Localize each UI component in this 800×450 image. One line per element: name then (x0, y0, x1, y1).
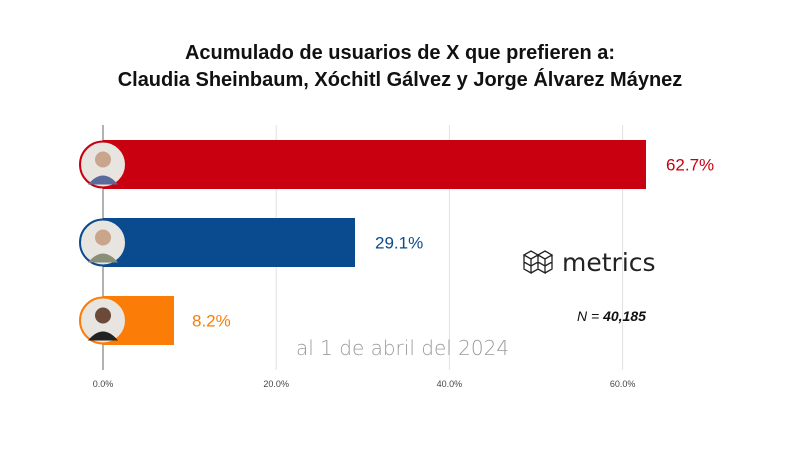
avatar-head-icon (95, 307, 111, 324)
x-tick-label: 40.0% (437, 379, 463, 389)
avatar-body-icon (88, 253, 118, 263)
bar (103, 218, 356, 267)
x-tick-label: 20.0% (263, 379, 289, 389)
value-label: 8.2% (192, 312, 231, 331)
avatar-body-icon (88, 331, 118, 341)
avatar-head-icon (95, 229, 111, 246)
x-tick-label: 60.0% (610, 379, 636, 389)
sample-size-label: N = (577, 308, 600, 324)
logo-text: metrics (562, 248, 656, 277)
chart-title-line-1: Acumulado de usuarios de X que prefieren… (184, 42, 616, 64)
sample-size-value: 40,185 (603, 308, 646, 324)
value-label: 62.7% (666, 156, 714, 175)
bar (103, 140, 646, 189)
chart-title-line-2: Claudia Sheinbaum, Xóchitl Gálvez y Jorg… (117, 69, 683, 91)
chart-title: Acumulado de usuarios de X que prefieren… (0, 40, 800, 94)
avatar-body-icon (88, 175, 118, 185)
metrics-logo: metrics (522, 248, 656, 277)
value-label: 29.1% (375, 234, 423, 253)
x-tick-label: 0.0% (93, 379, 114, 389)
sample-size: N = 40,185 (577, 308, 646, 324)
date-annotation: al 1 de abril del 2024 (296, 336, 510, 360)
avatar-head-icon (95, 151, 111, 168)
cube-logo-icon (522, 249, 554, 274)
